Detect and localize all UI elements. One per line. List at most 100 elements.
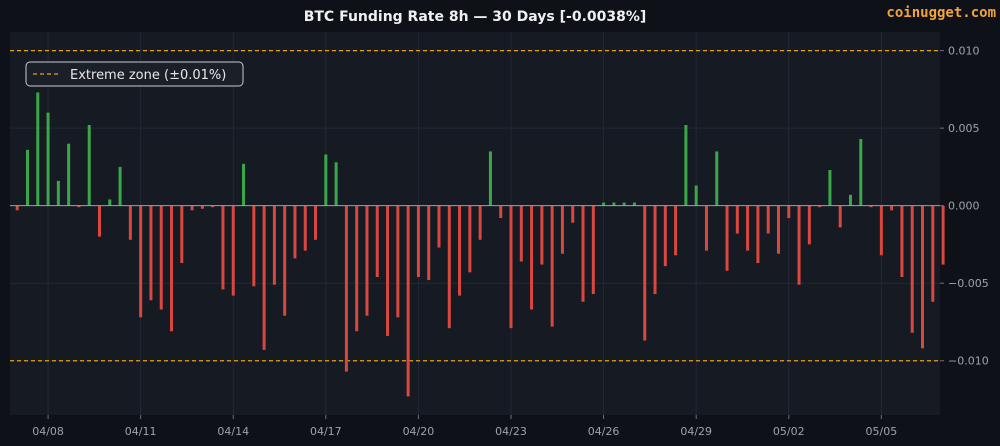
x-tick-label-9: 05/05 — [866, 425, 898, 438]
bar-66 — [694, 185, 698, 206]
bar-44 — [468, 205, 472, 273]
bar-83 — [869, 205, 873, 208]
bar-61 — [643, 205, 647, 341]
bar-80 — [838, 205, 842, 228]
bar-30 — [324, 154, 328, 206]
bar-0 — [15, 205, 19, 211]
bar-21 — [231, 205, 235, 296]
bar-31 — [334, 162, 338, 206]
bar-70 — [735, 205, 739, 234]
bar-46 — [488, 151, 492, 206]
bar-39 — [416, 205, 420, 277]
x-tick-label-8: 05/02 — [773, 425, 805, 438]
bar-5 — [67, 143, 71, 206]
bar-20 — [221, 205, 225, 290]
y-tick-label-3: −0.005 — [948, 277, 989, 290]
bar-56 — [591, 205, 595, 295]
bar-90 — [941, 205, 945, 265]
bar-15 — [170, 205, 174, 332]
bar-88 — [921, 205, 925, 349]
bar-24 — [262, 205, 266, 350]
bar-73 — [766, 205, 770, 234]
y-tick-label-1: 0.005 — [948, 122, 980, 135]
extreme-zone-lines — [10, 50, 940, 362]
bar-18 — [200, 205, 204, 209]
legend-label: Extreme zone (±0.01%) — [70, 68, 226, 83]
brand-logo-text: coinugget.com — [886, 5, 996, 21]
bar-48 — [509, 205, 513, 329]
bar-68 — [715, 151, 719, 206]
bar-72 — [756, 205, 760, 264]
bar-42 — [447, 205, 451, 329]
bar-58 — [612, 202, 616, 206]
legend-box — [25, 61, 244, 87]
bar-51 — [540, 205, 544, 265]
bar-74 — [776, 205, 780, 254]
bar-series — [15, 92, 945, 397]
legend: Extreme zone (±0.01%) — [25, 61, 244, 87]
x-tick-label-1: 04/11 — [125, 425, 157, 438]
y-tick-label-0: 0.010 — [948, 45, 980, 58]
bar-86 — [900, 205, 904, 277]
bar-49 — [519, 205, 523, 262]
bar-82 — [859, 138, 863, 206]
bar-79 — [828, 170, 832, 206]
bar-69 — [725, 205, 729, 271]
x-tick-label-4: 04/20 — [403, 425, 435, 438]
bar-23 — [252, 205, 256, 287]
bar-36 — [386, 205, 390, 336]
bar-11 — [128, 205, 132, 240]
y-tick-label-4: −0.010 — [948, 355, 989, 368]
bar-37 — [396, 205, 400, 318]
y-tick-label-2: 0.000 — [948, 200, 980, 213]
bar-32 — [344, 205, 348, 372]
x-tick-label-3: 04/17 — [310, 425, 342, 438]
bar-1 — [25, 149, 29, 206]
x-tick-label-0: 04/08 — [32, 425, 64, 438]
bar-77 — [807, 205, 811, 245]
bar-89 — [931, 205, 935, 302]
bar-25 — [272, 205, 276, 285]
bar-12 — [139, 205, 143, 318]
bar-47 — [499, 205, 503, 219]
bar-55 — [581, 205, 585, 302]
x-tick-label-5: 04/23 — [495, 425, 527, 438]
bar-71 — [746, 205, 750, 251]
bar-29 — [314, 205, 318, 240]
bar-27 — [293, 205, 297, 259]
bar-78 — [818, 205, 822, 208]
bar-64 — [674, 205, 678, 256]
bar-41 — [437, 205, 441, 248]
bar-22 — [242, 163, 246, 206]
bar-34 — [365, 205, 369, 316]
bar-65 — [684, 125, 688, 206]
bar-54 — [571, 205, 575, 223]
chart-title: BTC Funding Rate 8h — 30 Days [-0.0038%] — [304, 9, 647, 25]
bar-26 — [283, 205, 287, 316]
bar-19 — [211, 205, 215, 208]
x-tick-label-6: 04/26 — [588, 425, 620, 438]
bar-53 — [560, 205, 564, 254]
bar-33 — [355, 205, 359, 332]
bar-35 — [375, 205, 379, 277]
bar-76 — [797, 205, 801, 285]
bar-84 — [879, 205, 883, 256]
bar-81 — [848, 194, 852, 206]
bar-59 — [622, 202, 626, 206]
bar-13 — [149, 205, 153, 301]
bar-50 — [530, 205, 534, 310]
bar-8 — [98, 205, 102, 237]
bar-10 — [118, 166, 122, 206]
bar-57 — [602, 202, 606, 206]
bar-6 — [77, 205, 81, 208]
bar-9 — [108, 199, 112, 206]
bar-4 — [56, 180, 60, 206]
x-tick-label-7: 04/29 — [680, 425, 712, 438]
x-tick-label-2: 04/14 — [217, 425, 249, 438]
bar-67 — [704, 205, 708, 251]
bar-52 — [550, 205, 554, 327]
plot-area — [10, 32, 940, 415]
bar-16 — [180, 205, 184, 264]
bar-60 — [632, 202, 636, 206]
